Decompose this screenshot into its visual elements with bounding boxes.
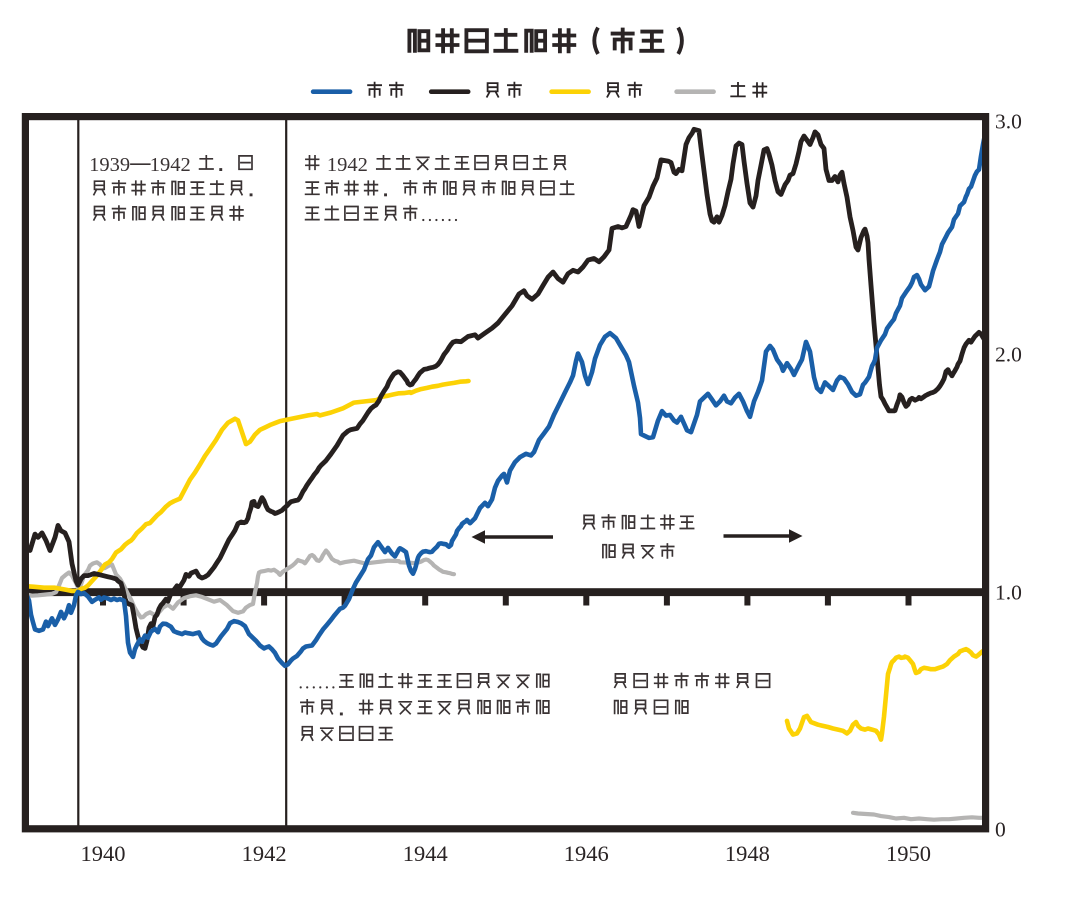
svg-text:1939: 1939 bbox=[89, 154, 130, 176]
svg-text:1942: 1942 bbox=[150, 154, 191, 176]
svg-text:0: 0 bbox=[995, 817, 1006, 841]
svg-text:1942: 1942 bbox=[327, 154, 368, 176]
svg-text:1948: 1948 bbox=[725, 841, 770, 866]
svg-text:1946: 1946 bbox=[564, 841, 609, 866]
svg-text:1942: 1942 bbox=[242, 841, 287, 866]
svg-text:1.0: 1.0 bbox=[995, 580, 1022, 604]
svg-text:3.0: 3.0 bbox=[995, 110, 1022, 134]
svg-text:1950: 1950 bbox=[886, 841, 931, 866]
svg-text:1940: 1940 bbox=[81, 841, 126, 866]
svg-text:1944: 1944 bbox=[403, 841, 448, 866]
svg-text:2.0: 2.0 bbox=[995, 343, 1022, 367]
